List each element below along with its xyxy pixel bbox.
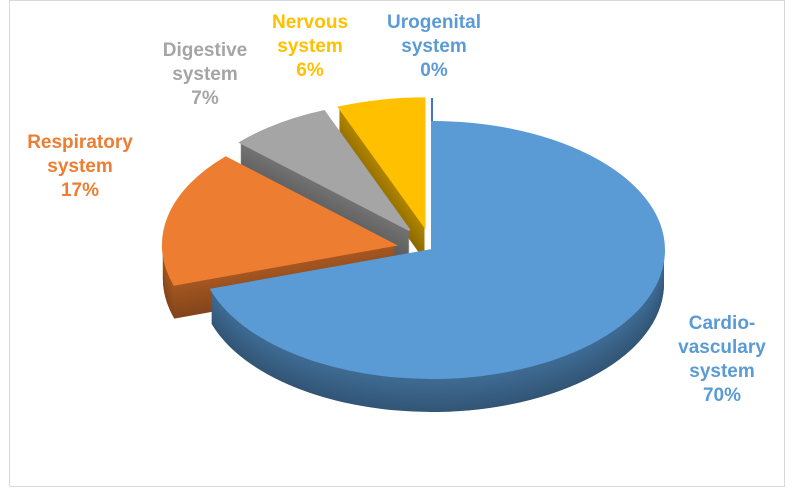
- label-name: Nervous system: [271, 12, 349, 57]
- chart-frame: [9, 0, 785, 487]
- label-value: 70%: [702, 385, 742, 406]
- label-value: 6%: [296, 60, 324, 81]
- label-name: Digestive system: [162, 40, 248, 85]
- label-name: Cardio-vasculary system: [678, 313, 766, 382]
- label-value: 7%: [191, 88, 219, 109]
- label-name: Respiratory system: [27, 132, 133, 177]
- label-value: 17%: [60, 180, 100, 201]
- data-label: Cardio-vasculary system 70%: [662, 312, 782, 408]
- label-name: Urogenital system: [387, 12, 481, 57]
- data-label: Respiratory system 17%: [10, 131, 150, 203]
- slice: [337, 97, 426, 230]
- data-label: Nervous system 6%: [260, 11, 360, 83]
- label-value: 0%: [420, 60, 448, 81]
- data-label: Digestive system 7%: [150, 39, 260, 111]
- data-label: Urogenital system 0%: [369, 11, 499, 83]
- slice: [209, 120, 665, 379]
- slice: [238, 110, 411, 232]
- slice: [161, 156, 398, 286]
